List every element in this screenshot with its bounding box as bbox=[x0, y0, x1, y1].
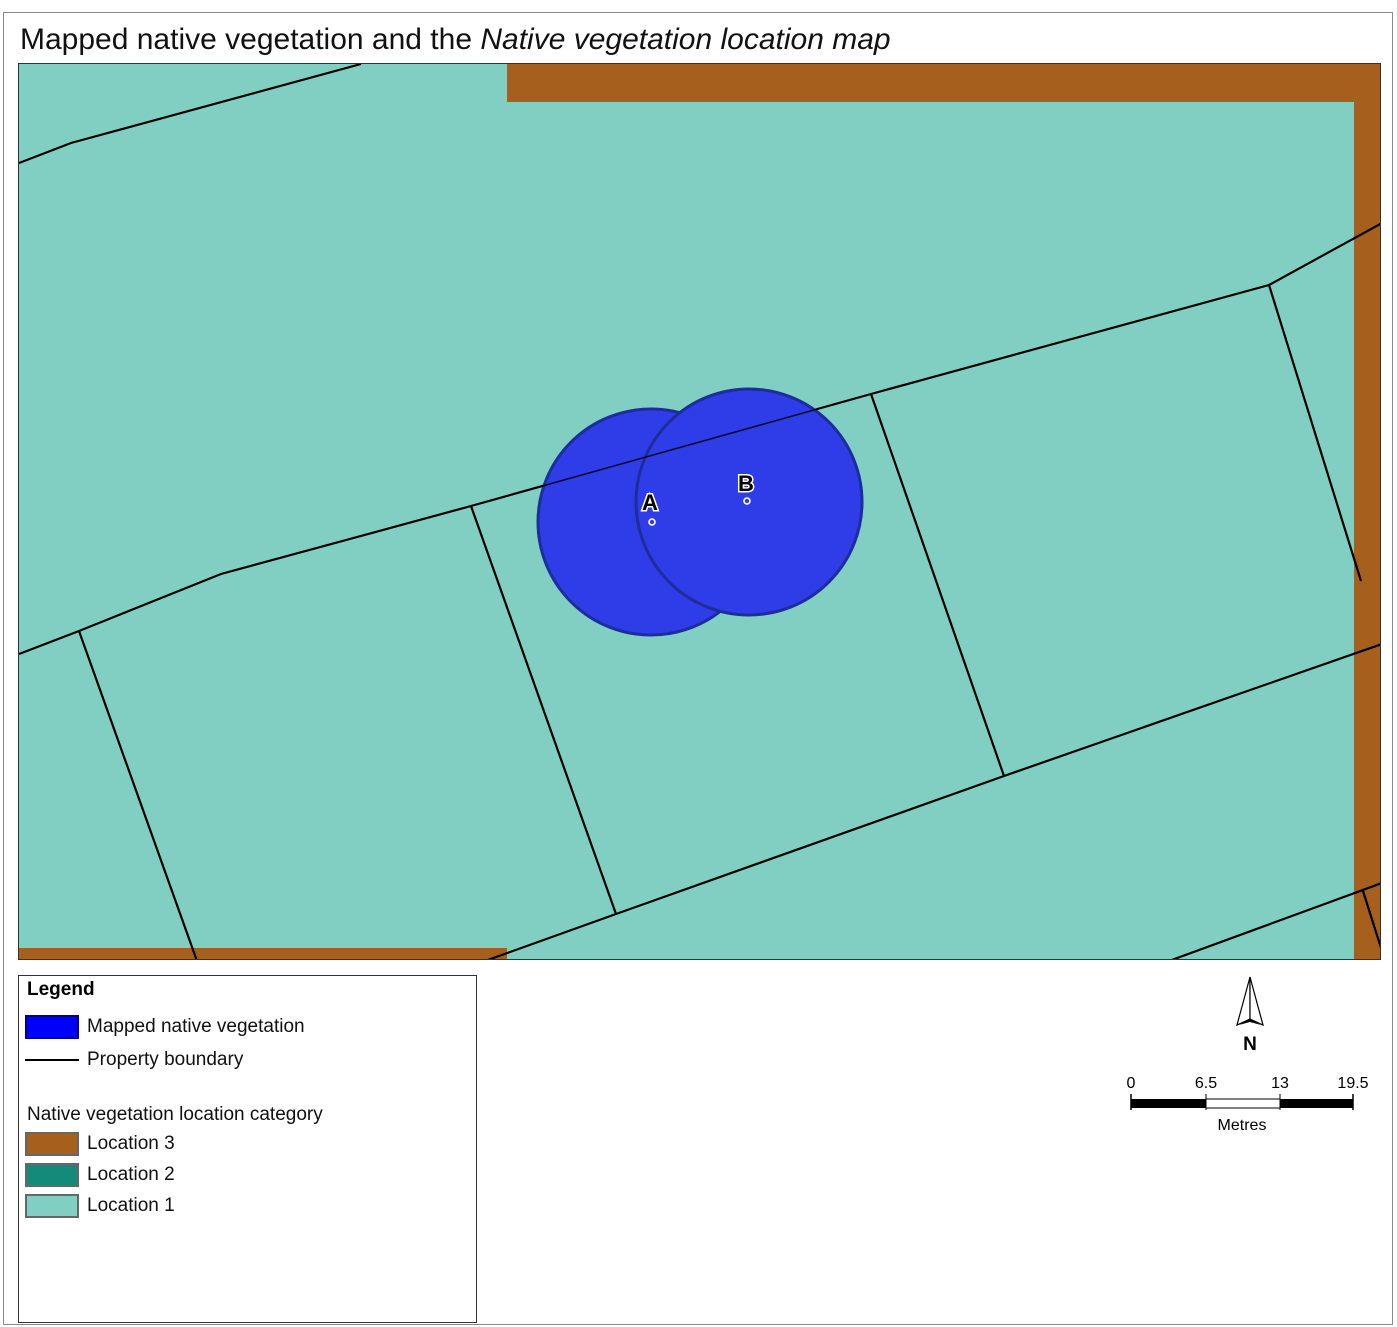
property-boundary bbox=[869, 393, 1006, 777]
scale-bar: 0 6.5 13 19.5 Metres bbox=[1110, 1070, 1380, 1140]
legend-category-location-3: Location 3 bbox=[25, 1130, 175, 1158]
category-heading: Native vegetation location category bbox=[27, 1104, 323, 1125]
property-boundary bbox=[1267, 284, 1363, 582]
legend-title: Legend bbox=[27, 979, 95, 1000]
location-1-swatch bbox=[25, 1194, 79, 1218]
scale-segment-3 bbox=[1280, 1099, 1353, 1108]
legend-item-boundary: Property boundary bbox=[25, 1046, 243, 1074]
map-svg: A B bbox=[19, 64, 1380, 959]
north-arrow: N bbox=[1225, 975, 1275, 1055]
legend-category-location-1: Location 1 bbox=[25, 1192, 175, 1220]
scale-units: Metres bbox=[1218, 1117, 1267, 1134]
point-a[interactable]: A bbox=[641, 489, 660, 526]
property-boundary bbox=[19, 64, 362, 165]
scale-bar-svg: 0 6.5 13 19.5 Metres bbox=[1127, 1075, 1369, 1134]
point-a-label: A bbox=[642, 490, 658, 515]
map-panel[interactable]: A B bbox=[18, 63, 1381, 960]
scale-tick-0: 0 bbox=[1127, 1075, 1136, 1092]
legend-item-vegetation: Mapped native vegetation bbox=[25, 1013, 305, 1041]
point-b-label: B bbox=[738, 471, 754, 496]
location-3-area-bottom bbox=[19, 948, 507, 959]
legend-panel: Legend Mapped native vegetation Property… bbox=[18, 975, 477, 1323]
north-label: N bbox=[1243, 1034, 1257, 1055]
vegetation-swatch bbox=[25, 1015, 79, 1039]
point-b[interactable]: B bbox=[737, 470, 755, 505]
legend-category-label: Location 1 bbox=[87, 1195, 175, 1216]
property-boundary bbox=[1361, 890, 1380, 949]
location-3-swatch bbox=[25, 1132, 79, 1156]
legend-item-label: Mapped native vegetation bbox=[87, 1016, 305, 1037]
location-2-swatch bbox=[25, 1163, 79, 1187]
point-a-marker bbox=[648, 518, 656, 526]
property-boundary bbox=[487, 643, 1380, 959]
point-b-marker bbox=[743, 497, 751, 505]
location-3-area-right bbox=[1354, 64, 1380, 959]
boundary-line-swatch bbox=[25, 1059, 79, 1061]
scale-tick-2: 13 bbox=[1271, 1075, 1289, 1092]
scale-segment-2 bbox=[1205, 1098, 1281, 1109]
scale-tick-3: 19.5 bbox=[1337, 1075, 1368, 1092]
title-italic: Native vegetation location map bbox=[480, 23, 891, 56]
page-frame bbox=[3, 12, 1393, 1325]
property-boundary-over-vegetation bbox=[470, 393, 872, 507]
scale-segment-1 bbox=[1131, 1099, 1206, 1108]
legend-category-label: Location 3 bbox=[87, 1133, 175, 1154]
location-3-area-top bbox=[507, 64, 1380, 102]
scale-tick-1: 6.5 bbox=[1195, 1075, 1217, 1092]
legend-category-label: Location 2 bbox=[87, 1164, 175, 1185]
legend-item-label: Property boundary bbox=[87, 1049, 244, 1070]
property-boundary bbox=[469, 505, 618, 915]
property-boundary bbox=[1171, 882, 1380, 959]
north-arrow-icon: N bbox=[1236, 976, 1264, 1055]
map-title: Mapped native vegetation and the Native … bbox=[20, 22, 891, 58]
property-boundary bbox=[77, 630, 198, 959]
title-prefix: Mapped native vegetation and the bbox=[20, 23, 481, 56]
legend-category-location-2: Location 2 bbox=[25, 1161, 175, 1189]
